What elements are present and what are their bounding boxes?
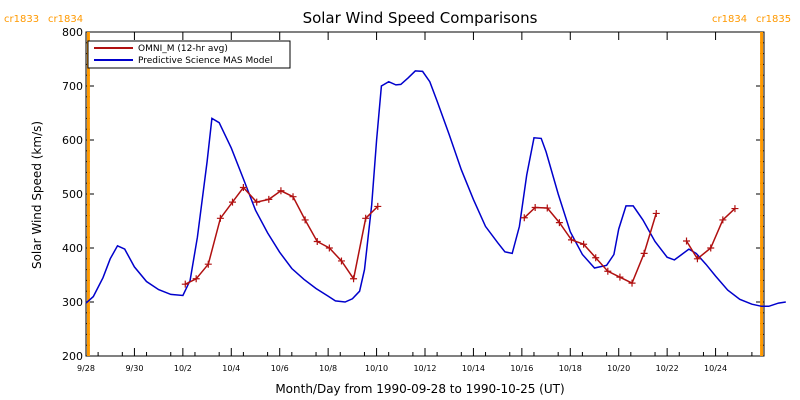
axis-ticks: 200 300 400 500 600 700 800 9/28 9/30 10/2 10/4 10/…	[62, 26, 764, 373]
omni-point-marker	[731, 205, 739, 213]
omni-point-marker	[693, 255, 701, 263]
x-tick-label: 10/4	[222, 364, 240, 373]
legend-box	[87, 40, 291, 69]
omni-point-marker	[253, 198, 261, 206]
omni-point-marker	[228, 198, 236, 206]
y-axis-label: Solar Wind Speed (km/s)	[30, 121, 44, 269]
y-tick-label: 800	[62, 26, 83, 39]
x-tick-label: 10/12	[413, 364, 436, 373]
x-axis-label: Month/Day from 1990-09-28 to 1990-10-25 …	[275, 382, 564, 396]
omni-point-marker	[543, 204, 551, 212]
omni-point-marker	[216, 214, 224, 222]
omni-point-marker	[604, 267, 612, 275]
plot-frame	[85, 31, 765, 357]
x-tick-label: 10/18	[559, 364, 582, 373]
omni-point-marker	[239, 184, 247, 192]
y-tick-label: 400	[62, 242, 83, 255]
x-tick-label: 9/28	[77, 364, 95, 373]
y-tick-label: 700	[62, 80, 83, 93]
x-tick-label: 10/16	[510, 364, 533, 373]
omni-point-marker	[277, 187, 285, 195]
y-tick-label: 200	[62, 350, 83, 363]
omni-point-marker	[616, 273, 624, 281]
x-tick-label: 10/10	[365, 364, 388, 373]
legend-label-model: Predictive Science MAS Model	[138, 56, 273, 66]
omni-point-marker	[301, 216, 309, 224]
omni-point-marker	[652, 209, 660, 217]
omni-point-marker	[719, 216, 727, 224]
legend: OMNI_M (12-hr avg) Predictive Science MA…	[87, 40, 291, 69]
omni-point-marker	[362, 214, 370, 222]
omni-point-marker	[337, 257, 345, 265]
x-tick-label: 10/2	[174, 364, 192, 373]
omni-point-marker	[520, 214, 528, 222]
omni-point-marker	[683, 237, 691, 245]
x-tick-label: 10/20	[607, 364, 630, 373]
omni-point-marker	[313, 238, 321, 246]
rotation-label-cr1835: cr1835	[756, 14, 791, 25]
rotation-label-cr1834-left: cr1834	[48, 14, 83, 25]
y-tick-label: 600	[62, 134, 83, 147]
omni-point-marker	[350, 275, 358, 283]
series-line-mas-model	[85, 70, 786, 308]
omni-point-marker	[628, 279, 636, 287]
rotation-markers	[86, 32, 764, 356]
series-line-omni	[184, 186, 379, 285]
omni-point-marker	[580, 240, 588, 248]
y-tick-label: 500	[62, 188, 83, 201]
x-tick-label: 10/14	[462, 364, 485, 373]
omni-point-marker	[265, 195, 273, 203]
omni-point-marker	[640, 249, 648, 257]
x-tick-label: 10/24	[704, 364, 727, 373]
omni-point-marker	[531, 204, 539, 211]
x-tick-label: 9/30	[125, 364, 143, 373]
omni-point-marker	[374, 202, 382, 210]
rotation-label-cr1833: cr1833	[4, 14, 39, 25]
omni-point-marker	[707, 244, 715, 252]
chart-title: Solar Wind Speed Comparisons	[303, 9, 538, 27]
series-line-omni	[523, 206, 657, 285]
rotation-label-cr1834-right: cr1834	[712, 14, 747, 25]
omni-point-marker	[592, 254, 600, 262]
omni-point-marker	[289, 193, 297, 201]
omni-point-marker	[192, 275, 200, 283]
x-tick-label: 10/6	[271, 364, 289, 373]
omni-point-marker	[204, 260, 212, 268]
series-group	[85, 70, 786, 308]
omni-point-marker	[181, 280, 189, 288]
omni-point-marker	[555, 219, 563, 227]
omni-point-marker	[567, 236, 575, 244]
x-tick-label: 10/22	[656, 364, 679, 373]
x-tick-label: 10/8	[319, 364, 337, 373]
plot-area	[85, 31, 765, 357]
y-tick-label: 300	[62, 296, 83, 309]
omni-point-marker	[325, 244, 333, 252]
legend-label-omni: OMNI_M (12-hr avg)	[138, 44, 228, 54]
